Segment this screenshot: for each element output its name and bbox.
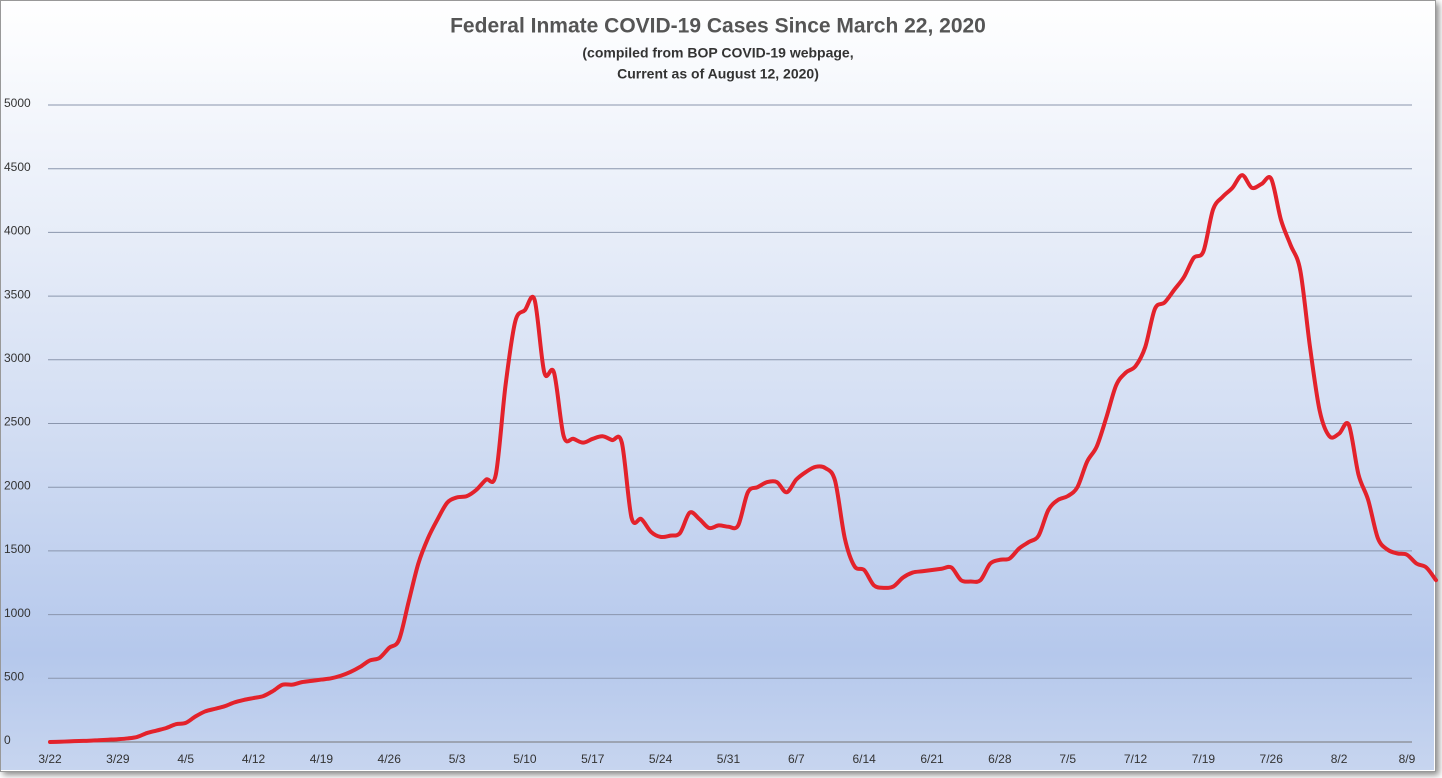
- x-tick-label: 5/24: [649, 752, 673, 766]
- y-tick-label: 2500: [4, 415, 31, 429]
- x-tick-label: 7/19: [1192, 752, 1216, 766]
- y-tick-label: 1500: [4, 542, 31, 556]
- chart-title: Federal Inmate COVID-19 Cases Since Marc…: [450, 15, 986, 38]
- x-tick-label: 4/5: [177, 752, 194, 766]
- x-tick-label: 5/10: [513, 752, 537, 766]
- x-tick-label: 8/9: [1399, 752, 1416, 766]
- x-tick-label: 3/29: [106, 752, 130, 766]
- y-tick-label: 4000: [4, 224, 31, 238]
- y-tick-label: 500: [4, 669, 24, 683]
- x-tick-label: 5/31: [717, 752, 741, 766]
- x-tick-label: 4/12: [242, 752, 266, 766]
- x-tick-label: 4/19: [310, 752, 334, 766]
- x-tick-label: 6/7: [788, 752, 805, 766]
- y-tick-label: 3500: [4, 287, 31, 301]
- y-tick-label: 1000: [4, 606, 31, 620]
- x-tick-label: 5/3: [449, 752, 466, 766]
- x-tick-label: 6/14: [852, 752, 876, 766]
- chart-subtitle: (compiled from BOP COVID-19 webpage,: [582, 45, 853, 61]
- x-tick-label: 6/21: [920, 752, 944, 766]
- x-tick-label: 7/12: [1124, 752, 1148, 766]
- x-tick-label: 4/26: [378, 752, 402, 766]
- y-tick-label: 2000: [4, 478, 31, 492]
- x-tick-label: 7/26: [1260, 752, 1284, 766]
- y-tick-label: 4500: [4, 160, 31, 174]
- y-tick-label: 5000: [4, 96, 31, 110]
- x-tick-label: 8/2: [1331, 752, 1348, 766]
- x-tick-label: 5/17: [581, 752, 605, 766]
- data-line: [48, 173, 1438, 744]
- y-tick-label: 3000: [4, 351, 31, 365]
- x-tick-label: 6/28: [988, 752, 1012, 766]
- y-tick-label: 0: [4, 733, 11, 747]
- x-tick-label: 3/22: [38, 752, 62, 766]
- chart-subtitle: Current as of August 12, 2020): [617, 66, 819, 82]
- x-tick-label: 7/5: [1059, 752, 1076, 766]
